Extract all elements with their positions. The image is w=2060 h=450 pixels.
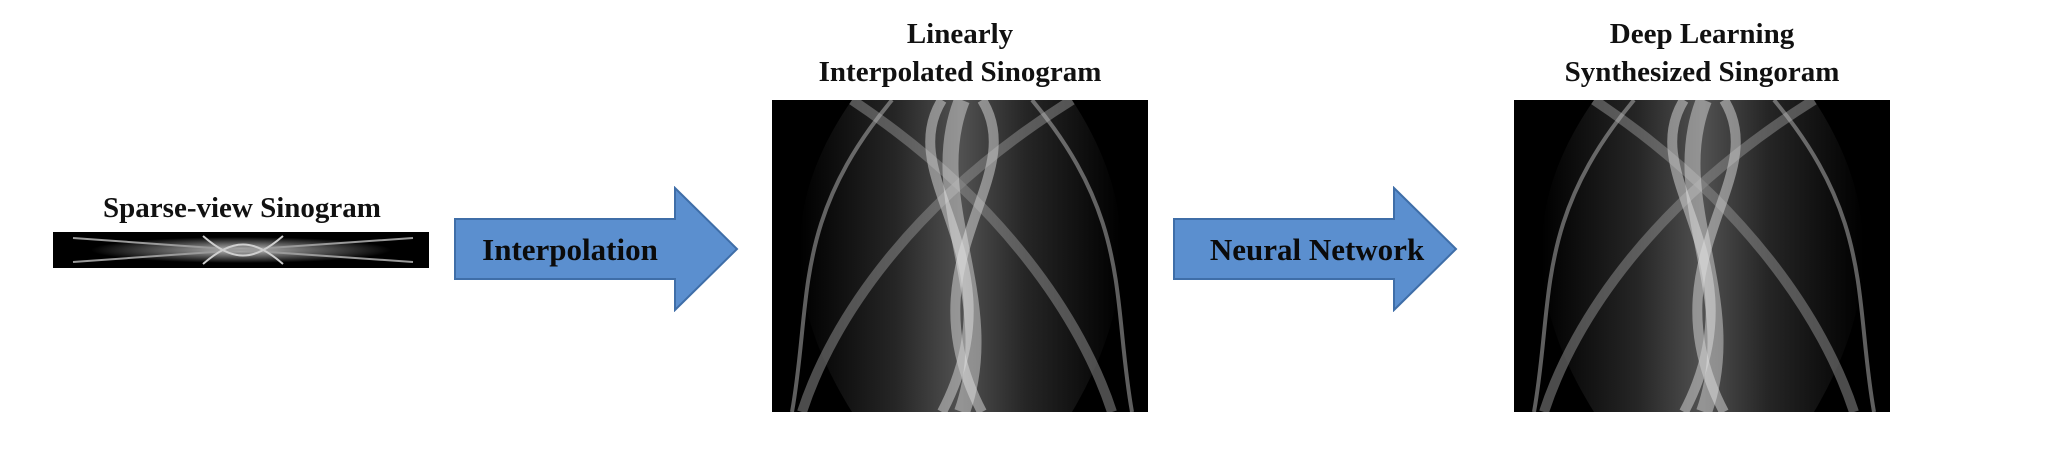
linear-sinogram-image: [772, 100, 1148, 412]
neural-network-arrow: [1173, 186, 1458, 312]
linear-sinogram-title-line2: Interpolated Sinogram: [818, 56, 1102, 88]
sparse-sinogram-image: [53, 232, 429, 268]
interpolation-label: Interpolation: [482, 232, 658, 267]
interpolation-arrow: [454, 186, 739, 312]
deep-sinogram-image: [1514, 100, 1890, 412]
linear-sinogram-title-line1: Linearly: [906, 18, 1014, 50]
neural-network-label: Neural Network: [1209, 232, 1425, 267]
sparse-sinogram-title: Sparse-view Sinogram: [103, 192, 381, 224]
deep-sinogram-title-line2: Synthesized Singoram: [1564, 56, 1840, 88]
deep-sinogram-title-line1: Deep Learning: [1609, 18, 1795, 50]
